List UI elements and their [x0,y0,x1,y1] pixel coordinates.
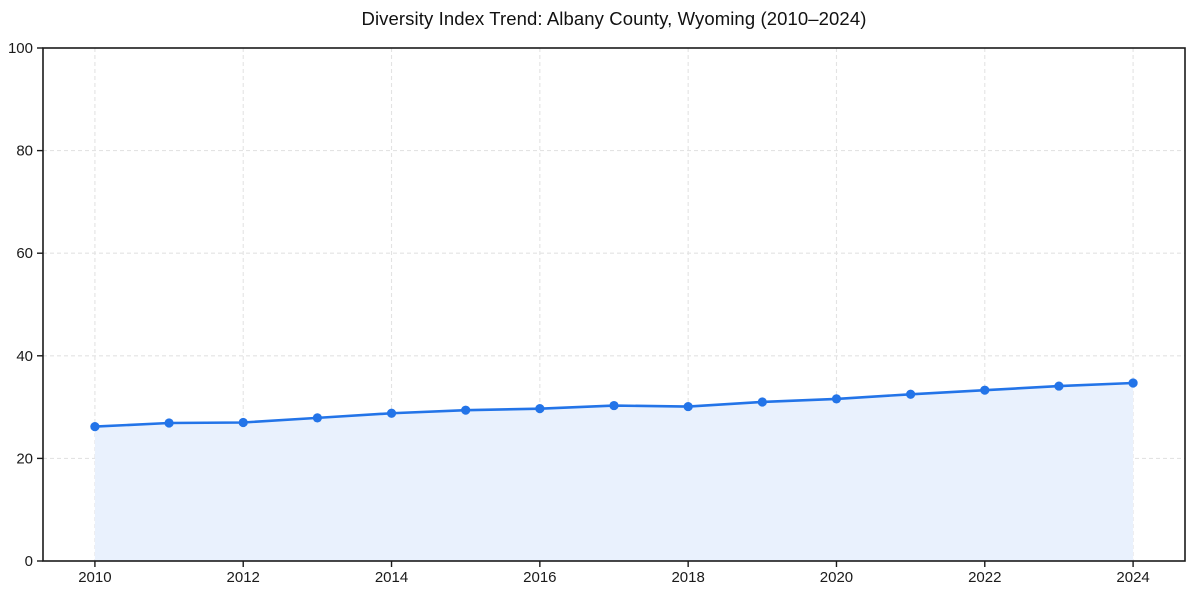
y-tick-label: 0 [25,553,33,570]
data-point [238,417,248,428]
x-tick-label: 2012 [227,569,260,586]
x-tick-label: 2018 [671,569,704,586]
y-tick-label: 20 [16,450,33,467]
data-point [683,401,693,412]
data-point [312,413,322,423]
x-tick-label: 2020 [820,569,853,586]
data-point [980,385,990,395]
y-tick-label: 100 [8,40,33,57]
plot-area [42,47,1186,562]
data-point [609,400,619,411]
data-point [1128,378,1138,388]
x-tick-label: 2016 [523,569,556,586]
data-point [535,404,545,414]
y-tick-label: 80 [16,143,33,160]
data-point [757,397,767,407]
x-tick-label: 2022 [968,569,1001,586]
x-tick-label: 2014 [375,569,408,586]
data-point [1054,381,1064,391]
x-tick-label: 2010 [78,569,111,586]
data-point [90,421,100,432]
y-tick-label: 60 [16,245,33,262]
area-fill [94,382,1134,561]
chart-title: Diversity Index Trend: Albany County, Wy… [361,8,867,29]
data-point [831,394,842,404]
data-point [461,405,471,415]
data-point [164,418,174,428]
y-tick-label: 40 [16,348,33,365]
data-point [906,389,916,399]
data-point [386,408,397,418]
x-tick-label: 2024 [1116,569,1149,586]
